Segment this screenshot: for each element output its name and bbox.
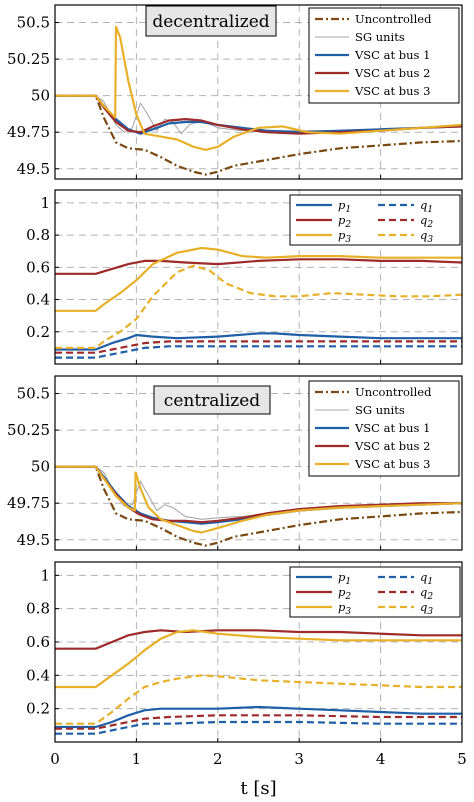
series-line-p-c2 bbox=[55, 258, 462, 275]
y-tick-label: 0.8 bbox=[26, 226, 50, 244]
series-line-q-c3 bbox=[55, 674, 462, 725]
y-tick-label: 0.2 bbox=[26, 700, 50, 718]
y-tick-label: 49.5 bbox=[17, 531, 50, 549]
series-line-uncontrolled bbox=[55, 94, 462, 176]
legend-label: VSC at bus 2 bbox=[354, 439, 430, 453]
x-tick-label: 1 bbox=[132, 750, 142, 768]
plot-frame bbox=[54, 561, 463, 743]
legend-label: p2 bbox=[338, 213, 351, 230]
legend: Uncontrolled SG units VSC at bus 1 VSC at b… bbox=[308, 7, 460, 104]
series-line-q-c3 bbox=[55, 264, 462, 349]
x-tick-label: 2 bbox=[213, 750, 223, 768]
freq_decentralized-panel: 49.5 49.75 50 50.25 50.5 decentralized Uncontr… bbox=[7, 4, 463, 180]
legend-label: VSC at bus 1 bbox=[354, 421, 430, 435]
series-line-q-c2 bbox=[55, 340, 462, 354]
y-tick-label: 50.5 bbox=[17, 14, 50, 32]
series-line-p-c3 bbox=[55, 629, 462, 689]
legend-label: q3 bbox=[420, 600, 433, 617]
y-tick-label: 49.75 bbox=[7, 494, 50, 512]
legend-label: VSC at bus 2 bbox=[354, 66, 430, 80]
y-tick-label: 1 bbox=[40, 194, 50, 212]
annotation-label: centralized bbox=[164, 391, 261, 411]
legend-label: p1 bbox=[338, 198, 351, 215]
y-tick-label: 0.8 bbox=[26, 600, 50, 618]
legend: Uncontrolled SG units VSC at bus 1 VSC at b… bbox=[308, 380, 460, 477]
series-line-uncontrolled bbox=[55, 465, 462, 547]
plot-frame bbox=[54, 189, 463, 365]
legend-label: p2 bbox=[338, 585, 351, 602]
plot-frame bbox=[54, 375, 463, 551]
y-tick-label: 50.25 bbox=[7, 421, 50, 439]
y-tick-label: 0.4 bbox=[26, 666, 50, 684]
series-line-q-c1 bbox=[55, 720, 462, 735]
y-tick-label: 49.5 bbox=[17, 160, 50, 178]
x-tick-label: 4 bbox=[376, 750, 386, 768]
annotation-box bbox=[145, 5, 277, 37]
legend-label: p3 bbox=[338, 228, 351, 245]
annotation-label: decentralized bbox=[152, 12, 269, 32]
series-line-q-c2 bbox=[55, 714, 462, 730]
legend-label: q2 bbox=[420, 585, 433, 602]
legend-label: q2 bbox=[420, 213, 433, 230]
legend-label: VSC at bus 3 bbox=[354, 84, 430, 98]
x-tick-label: 3 bbox=[294, 750, 304, 768]
legend-label: SG units bbox=[355, 403, 405, 417]
legend-label: VSC at bus 3 bbox=[354, 457, 430, 471]
y-tick-label: 0.2 bbox=[26, 323, 50, 341]
y-tick-label: 50.25 bbox=[7, 50, 50, 68]
x-axis-label: t [s] bbox=[240, 778, 276, 799]
y-tick-label: 1 bbox=[40, 566, 50, 584]
legend-label: SG units bbox=[355, 30, 405, 44]
annotation-box bbox=[153, 385, 271, 415]
y-tick-label: 0.4 bbox=[26, 291, 50, 309]
legend-label: p3 bbox=[338, 600, 351, 617]
x-tick-label: 5 bbox=[457, 750, 467, 768]
legend-label: q3 bbox=[420, 228, 433, 245]
x-tick-label: 0 bbox=[50, 750, 60, 768]
legend-label: p1 bbox=[338, 570, 351, 587]
y-tick-label: 49.75 bbox=[7, 123, 50, 141]
series-line-p-c1 bbox=[55, 332, 462, 351]
y-tick-label: 0.6 bbox=[26, 258, 50, 276]
legend-label: Uncontrolled bbox=[355, 12, 432, 26]
legend-label: Uncontrolled bbox=[355, 385, 432, 399]
plot-frame bbox=[54, 4, 463, 180]
legend-label: VSC at bus 1 bbox=[354, 48, 430, 62]
y-tick-label: 50 bbox=[31, 87, 50, 105]
series-line-p-c3 bbox=[55, 246, 462, 312]
freq_centralized-panel: 49.5 49.75 50 50.25 50.5 centralized Uncontrol… bbox=[7, 375, 463, 551]
y-tick-label: 0.6 bbox=[26, 633, 50, 651]
series-line-vsc-at-bus-3 bbox=[55, 465, 462, 534]
series-line-vsc-at-bus-2 bbox=[55, 94, 462, 135]
y-tick-label: 50.5 bbox=[17, 385, 50, 403]
series-line-q-c1 bbox=[55, 345, 462, 359]
legend-label: q1 bbox=[420, 570, 433, 587]
y-tick-label: 50 bbox=[31, 458, 50, 476]
series-line-vsc-at-bus-3 bbox=[55, 25, 462, 151]
legend-label: q1 bbox=[420, 198, 433, 215]
series-line-p-c1 bbox=[55, 705, 462, 729]
